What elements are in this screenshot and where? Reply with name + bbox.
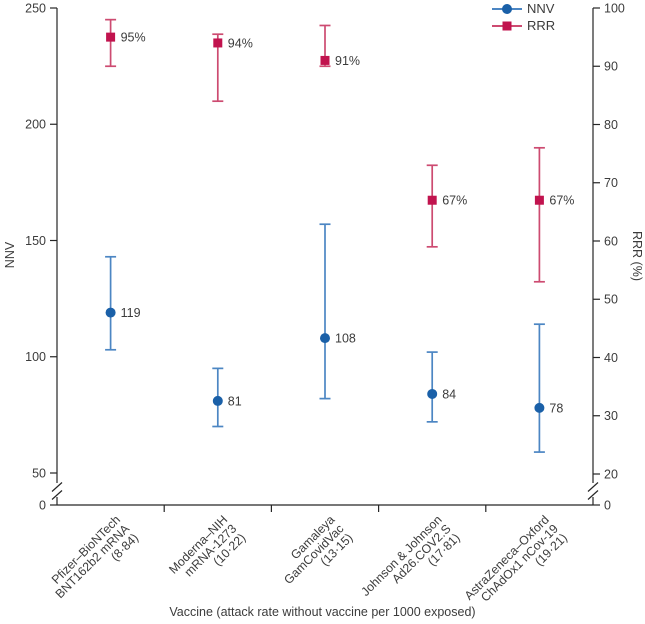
nnv-point-label: 81	[228, 394, 242, 408]
square-legend-marker-icon	[492, 21, 522, 31]
nnv-point-marker	[105, 307, 116, 318]
left-axis-tick-label: 150	[25, 234, 46, 248]
right-axis-tick-label: 40	[604, 351, 618, 365]
x-category-label-text: Pfizer–BioNTechBNT162b2 mRNA(8·84)	[44, 512, 142, 610]
rrr-point-label: 95%	[121, 31, 146, 45]
legend-label: RRR	[527, 18, 556, 33]
rrr-point-label: 91%	[335, 54, 360, 68]
rrr-point-marker	[427, 195, 437, 205]
x-category-label: Moderna–NIHmRNA-1273(10·22)	[166, 512, 248, 594]
legend: NNV RRR	[492, 1, 555, 34]
right-axis-tick-label: 50	[604, 293, 618, 307]
axis-break-gap	[591, 483, 595, 497]
axis-break-gap	[55, 483, 59, 497]
left-axis-tick-label: 100	[25, 350, 46, 364]
right-axis-tick-label: 80	[604, 118, 618, 132]
nnv-point-label: 84	[442, 387, 456, 401]
axis-break-mark	[51, 490, 63, 500]
rrr-point-marker	[106, 32, 116, 42]
circle-legend-marker-icon	[492, 4, 522, 14]
nnv-point-marker	[320, 333, 330, 344]
x-category-label: Pfizer–BioNTechBNT162b2 mRNA(8·84)	[44, 512, 142, 610]
right-axis-tick-label: 70	[604, 176, 618, 190]
left-axis-tick-label: 0	[39, 498, 46, 512]
right-axis-tick-label: 90	[604, 60, 618, 74]
left-axis-tick-label: 50	[32, 466, 46, 480]
nnv-point-marker	[212, 395, 223, 406]
nnv-point-label: 108	[335, 332, 356, 346]
x-category-label: GamaleyaGamCovidVac(13·15)	[272, 512, 356, 596]
rrr-point-label: 67%	[442, 194, 467, 208]
right-axis-tick-label: 20	[604, 467, 618, 481]
legend-marker-shape	[502, 21, 512, 31]
right-axis-title: RRR (%)	[630, 231, 644, 281]
rrr-point-marker	[320, 55, 330, 65]
x-category-label-text: Moderna–NIHmRNA-1273(10·22)	[166, 512, 248, 594]
right-axis-tick-label: 0	[604, 498, 611, 512]
nnv-point-label: 78	[549, 401, 563, 415]
rrr-point-label: 67%	[549, 194, 574, 208]
legend-label: NNV	[527, 1, 555, 16]
nnv-point-marker	[534, 402, 545, 413]
left-axis-tick-label: 200	[25, 118, 46, 132]
x-axis-title: Vaccine (attack rate without vaccine per…	[169, 605, 476, 619]
axis-break-mark	[587, 482, 599, 492]
axis-break-mark	[51, 482, 63, 492]
nnv-point-label: 119	[121, 306, 141, 320]
rrr-point-marker	[534, 195, 544, 205]
right-axis-tick-label: 30	[604, 409, 618, 423]
x-category-label-text: GamaleyaGamCovidVac(13·15)	[272, 512, 356, 596]
x-category-label: Johnson & JohnsonAd26.COV2.S(17·81)	[358, 512, 462, 616]
right-axis-tick-label: 60	[604, 234, 618, 248]
left-axis-title: NNV	[3, 241, 17, 269]
axis-break-mark	[587, 490, 599, 500]
nnv-point-marker	[427, 388, 438, 399]
rrr-point-label: 94%	[228, 36, 253, 50]
rrr-point-marker	[213, 38, 223, 48]
legend-marker-shape	[502, 4, 512, 14]
left-axis-tick-label: 250	[25, 1, 46, 15]
legend-item-rrr: RRR	[492, 18, 555, 34]
x-category-label-text: Johnson & JohnsonAd26.COV2.S(17·81)	[358, 512, 462, 616]
right-axis-tick-label: 100	[604, 1, 625, 15]
legend-item-nnv: NNV	[492, 1, 555, 17]
